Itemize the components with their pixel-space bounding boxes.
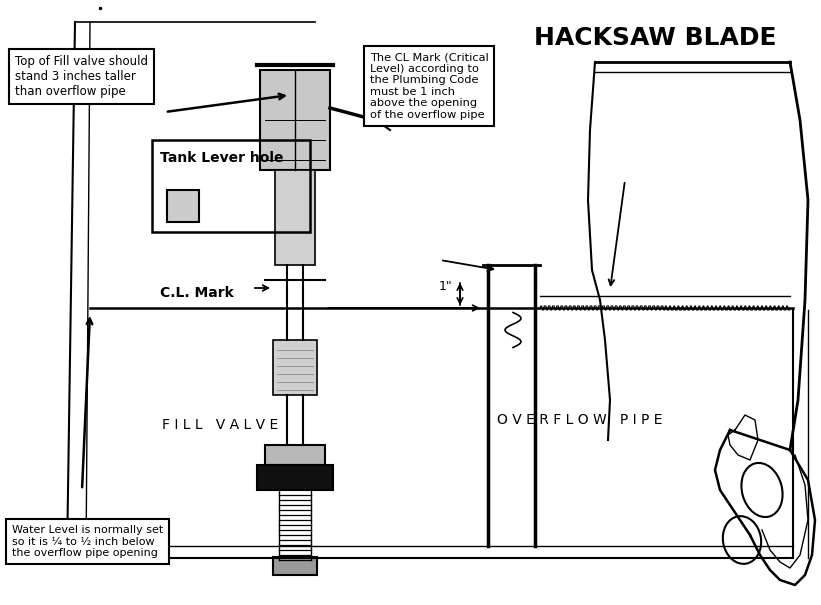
Text: HACKSAW BLADE: HACKSAW BLADE: [534, 26, 776, 50]
Text: O V E R F L O W   P I P E: O V E R F L O W P I P E: [498, 413, 663, 427]
Text: The CL Mark (Critical
Level) according to
the Plumbing Code
must be 1 inch
above: The CL Mark (Critical Level) according t…: [370, 52, 488, 120]
Text: 1": 1": [438, 280, 452, 292]
Text: Tank Lever hole: Tank Lever hole: [160, 151, 283, 165]
Ellipse shape: [741, 463, 782, 517]
Bar: [273, 340, 317, 395]
Text: Top of Fill valve should
stand 3 inches taller
than overflow pipe: Top of Fill valve should stand 3 inches …: [15, 55, 148, 98]
Ellipse shape: [722, 516, 761, 564]
Bar: [152, 140, 310, 232]
Text: C.L. Mark: C.L. Mark: [160, 286, 234, 300]
Text: F I L L   V A L V E: F I L L V A L V E: [162, 418, 278, 432]
Text: Water Level is normally set
so it is ¼ to ½ inch below
the overflow pipe opening: Water Level is normally set so it is ¼ t…: [12, 525, 163, 558]
Bar: [275, 170, 315, 265]
Bar: [167, 190, 199, 222]
Bar: [257, 465, 333, 490]
Bar: [260, 70, 330, 170]
Bar: [265, 445, 325, 465]
Bar: [273, 557, 317, 575]
